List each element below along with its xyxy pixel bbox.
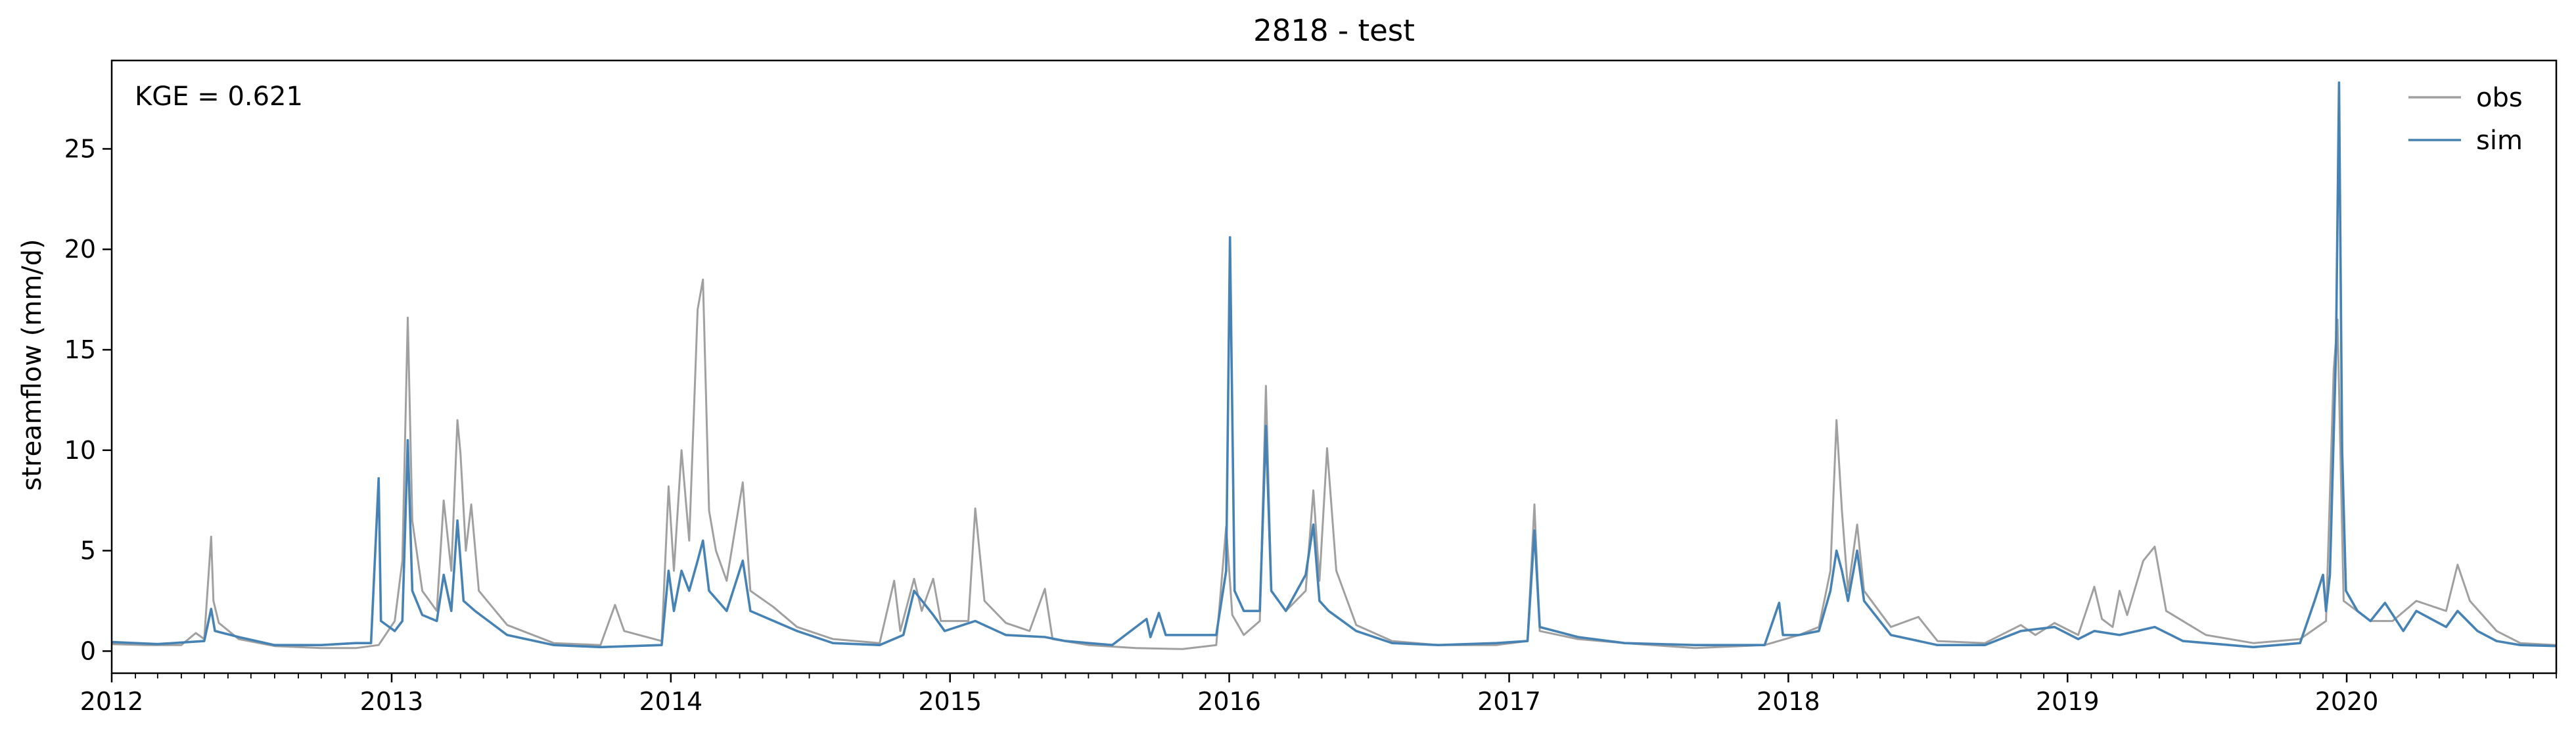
- y-tick-label: 5: [80, 536, 96, 565]
- x-tick-label: 2016: [1197, 687, 1261, 716]
- y-tick-label: 10: [64, 436, 96, 465]
- legend-sim-label: sim: [2476, 126, 2523, 156]
- legend-obs-label: obs: [2476, 83, 2523, 113]
- chart-title: 2818 - test: [1253, 13, 1415, 48]
- kge-annotation: KGE = 0.621: [135, 82, 303, 112]
- x-tick-label: 2017: [1477, 687, 1541, 716]
- x-tick-label: 2014: [639, 687, 702, 716]
- x-tick-label: 2015: [918, 687, 982, 716]
- y-tick-label: 15: [64, 335, 96, 364]
- series-layer: [111, 81, 2557, 650]
- x-tick-label: 2013: [360, 687, 424, 716]
- plot-frame: [110, 59, 2558, 675]
- x-tick-label: 2020: [2315, 687, 2379, 716]
- y-axis-ticks: 0 5 10 15 20 25: [64, 134, 112, 665]
- x-tick-label: 2019: [2036, 687, 2100, 716]
- y-axis-label: streamflow (mm/d): [17, 239, 47, 490]
- x-tick-label: 2018: [1757, 687, 1820, 716]
- legend: obs sim: [2408, 83, 2523, 156]
- y-tick-label: 25: [64, 134, 96, 163]
- series-line-obs: [111, 278, 2557, 650]
- y-tick-label: 0: [80, 636, 96, 665]
- series-line-sim: [111, 81, 2557, 649]
- x-axis-ticks: 2012 2013 2014 2015 2016 2017 2018 2019 2020: [80, 673, 2557, 716]
- y-tick-label: 20: [64, 235, 96, 264]
- x-tick-label: 2012: [80, 687, 144, 716]
